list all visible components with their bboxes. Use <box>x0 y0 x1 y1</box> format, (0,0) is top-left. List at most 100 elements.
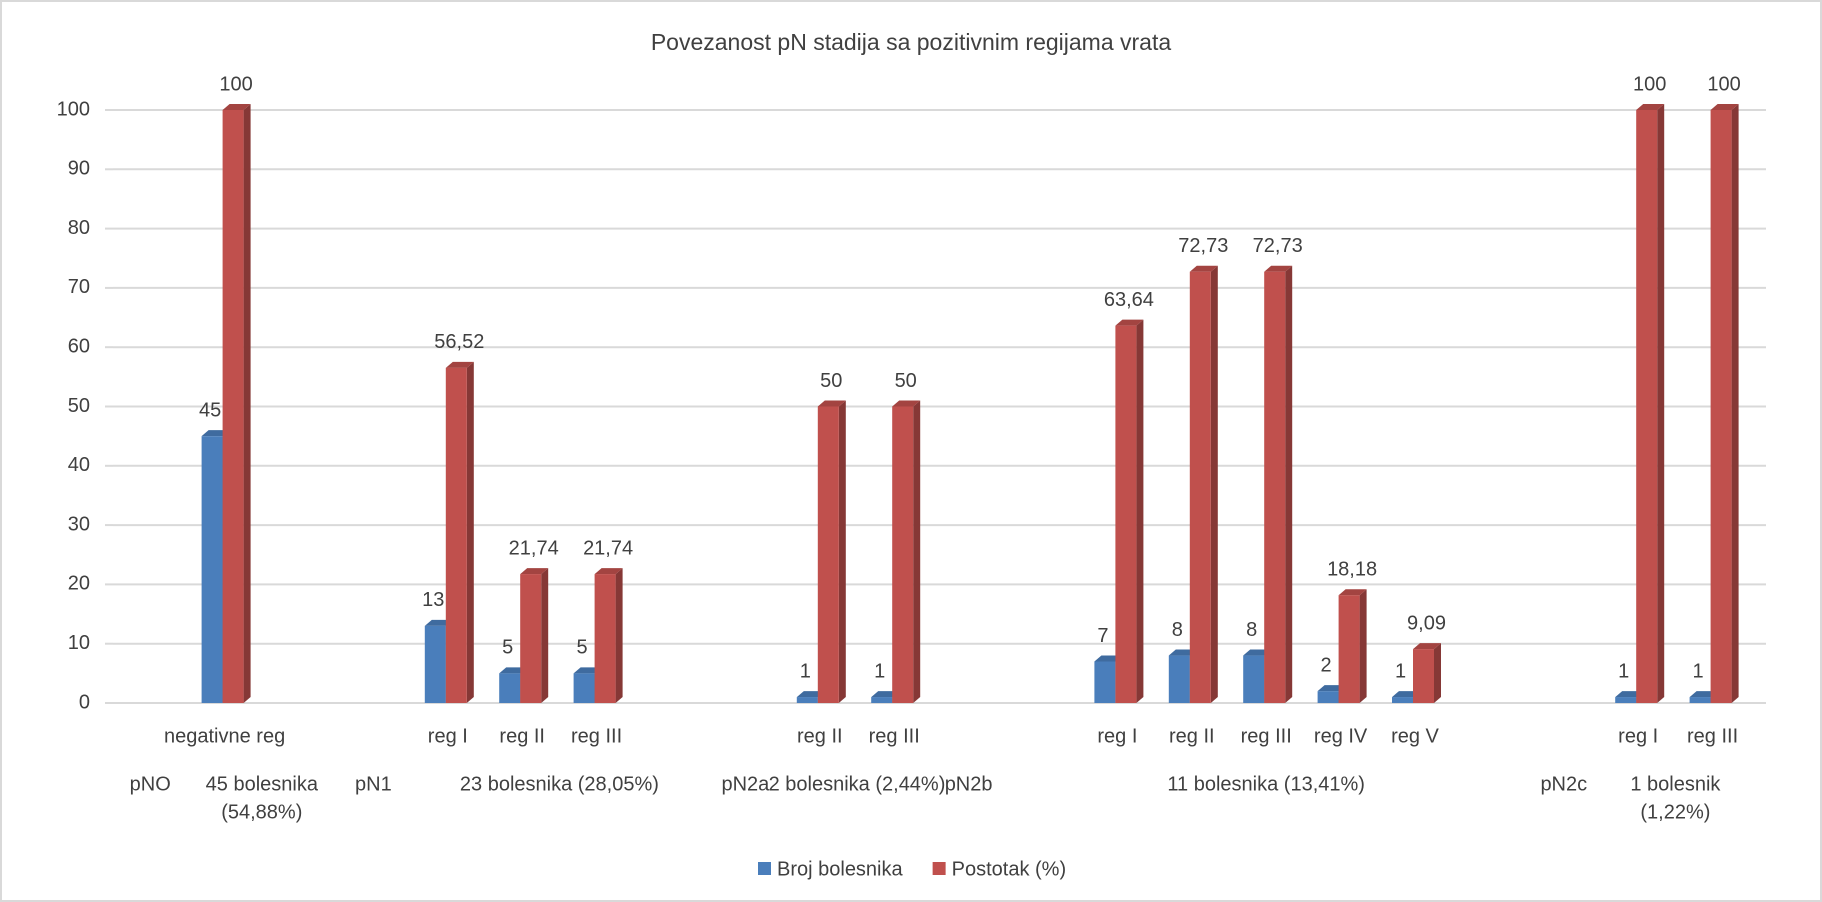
legend-label: Postotak (%) <box>952 858 1066 880</box>
bar <box>1413 649 1434 703</box>
bar-top <box>1710 104 1739 110</box>
y-tick-label: 80 <box>68 217 90 239</box>
bar <box>445 367 467 703</box>
bar <box>499 673 521 703</box>
y-tick-label: 50 <box>68 395 90 417</box>
bar-top <box>892 400 921 407</box>
data-label: 1 <box>1693 660 1704 682</box>
bar-side <box>1657 104 1665 703</box>
x-tick-label: reg III <box>571 725 622 747</box>
bar-side <box>913 400 921 703</box>
legend-swatch <box>932 862 946 875</box>
bar <box>1710 110 1732 703</box>
data-label: 56,52 <box>434 331 484 353</box>
data-label: 1 <box>1395 660 1406 682</box>
chart-title: Povezanost pN stadija sa pozitivnim regi… <box>651 29 1172 55</box>
legend-swatch <box>758 862 771 875</box>
y-tick-label: 60 <box>68 335 90 357</box>
x-tick-label: reg I <box>1618 725 1658 747</box>
bar <box>892 406 914 703</box>
bar-top <box>1338 589 1367 596</box>
bar-side <box>243 104 251 703</box>
bar <box>1392 697 1413 703</box>
y-tick-label: 20 <box>68 573 90 595</box>
x-tick-label: reg III <box>1241 725 1292 747</box>
x-tick-label: negativne reg <box>164 725 285 747</box>
data-label: 1 <box>1618 660 1629 682</box>
x-tick-label: reg II <box>499 725 545 747</box>
group-label: (54,88%) <box>221 801 302 823</box>
data-label: 1 <box>800 660 811 682</box>
data-label: 100 <box>219 73 252 95</box>
bar-side <box>838 400 846 703</box>
group-label: 1 bolesnik <box>1630 773 1721 795</box>
bar-top <box>1189 265 1218 272</box>
bar-side <box>1136 319 1144 703</box>
bar-side <box>466 361 474 703</box>
y-tick-label: 10 <box>68 632 90 654</box>
group-label: (1,22%) <box>1640 801 1710 823</box>
bar-top <box>445 361 474 368</box>
bar <box>222 110 244 703</box>
data-label: 21,74 <box>583 537 633 559</box>
y-tick-label: 90 <box>68 158 90 180</box>
bar <box>817 406 839 703</box>
bar <box>796 697 818 703</box>
bar <box>520 574 542 703</box>
group-label: 23 bolesnika (28,05%) <box>460 773 659 795</box>
group-label: 11 bolesnika (13,41%) <box>1167 773 1365 795</box>
data-label: 5 <box>502 637 513 659</box>
legend-label: Broj bolesnika <box>777 858 904 880</box>
data-label: 13 <box>422 589 444 611</box>
bar-top <box>1636 104 1665 110</box>
data-label: 50 <box>820 370 842 392</box>
x-tick-label: reg III <box>869 725 920 747</box>
data-label: 1 <box>874 660 885 682</box>
bar-top <box>1115 319 1144 326</box>
x-tick-label: reg II <box>797 725 843 747</box>
x-tick-label: reg IV <box>1314 725 1368 747</box>
legend: Broj bolesnika Postotak (%) <box>758 858 1066 880</box>
data-label: 8 <box>1172 619 1183 641</box>
bar <box>1243 655 1265 703</box>
bar-side <box>1731 104 1739 703</box>
bar-top <box>222 104 251 110</box>
bar-top <box>817 400 846 407</box>
y-tick-label: 40 <box>68 454 90 476</box>
bar-top <box>1264 265 1293 272</box>
x-tick-label: reg II <box>1169 725 1215 747</box>
group-label: pN2c <box>1540 773 1587 795</box>
data-label: 63,64 <box>1104 289 1154 311</box>
group-label: 2 bolesnika (2,44%) <box>769 773 946 795</box>
bar-top <box>594 568 623 575</box>
bar <box>1689 697 1711 703</box>
data-label: 72,73 <box>1253 235 1303 257</box>
bar <box>201 436 223 703</box>
data-label: 9,09 <box>1407 612 1446 634</box>
data-label: 7 <box>1097 625 1108 647</box>
bar-side <box>1210 265 1218 703</box>
y-tick-label: 30 <box>68 513 90 535</box>
group-label: pN2a <box>721 773 770 795</box>
bar <box>1636 110 1658 703</box>
data-label: 8 <box>1246 619 1257 641</box>
data-label: 45 <box>199 399 221 421</box>
x-tick-label: reg V <box>1391 725 1439 747</box>
data-label: 100 <box>1633 73 1666 95</box>
data-label: 21,74 <box>509 537 559 559</box>
bar <box>573 673 595 703</box>
bar-top <box>520 568 549 575</box>
y-tick-label: 100 <box>57 98 90 120</box>
bar <box>1317 691 1339 703</box>
bar-side <box>615 568 623 703</box>
bar <box>1115 325 1137 703</box>
y-tick-label: 70 <box>68 276 90 298</box>
data-label: 100 <box>1707 73 1740 95</box>
bar <box>424 625 446 703</box>
group-label: pN1 <box>355 773 392 795</box>
bar-side <box>1285 265 1293 703</box>
y-tick-label: 0 <box>79 691 90 713</box>
group-label: pN2b <box>945 773 993 795</box>
bar <box>1094 661 1116 703</box>
